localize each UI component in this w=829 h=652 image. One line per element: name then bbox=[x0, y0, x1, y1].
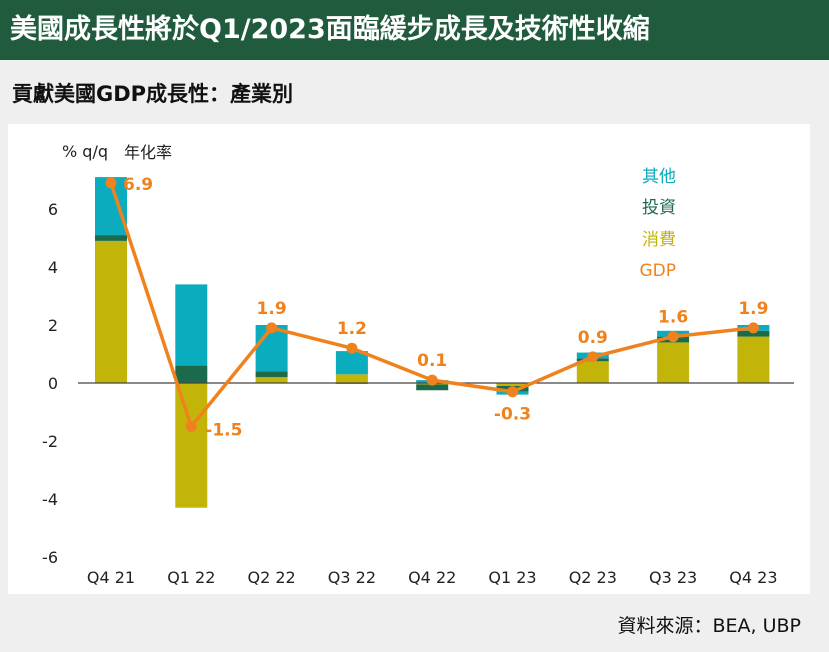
gdp-point bbox=[587, 351, 599, 363]
bar-consumption bbox=[496, 383, 529, 386]
gdp-data-label: 1.9 bbox=[738, 299, 768, 319]
gdp-point bbox=[426, 374, 438, 386]
gdp-point bbox=[105, 177, 117, 189]
y-tick-label: 0 bbox=[48, 374, 58, 393]
legend-gdp: GDP bbox=[639, 261, 676, 281]
gdp-data-label: 1.6 bbox=[658, 308, 688, 328]
bar-investment bbox=[255, 371, 288, 378]
bar-investment bbox=[416, 384, 449, 391]
gdp-data-label: 6.9 bbox=[123, 175, 153, 195]
gdp-point bbox=[266, 322, 278, 334]
bar-consumption bbox=[175, 383, 208, 508]
legend-consumption: 消費 bbox=[642, 230, 676, 250]
x-tick-label: Q1 22 bbox=[167, 568, 215, 587]
y-tick-label: -6 bbox=[42, 548, 58, 567]
source-note: 資料來源：BEA, UBP bbox=[617, 615, 801, 637]
gdp-point bbox=[507, 386, 518, 398]
bar-consumption bbox=[576, 361, 609, 383]
gdp-data-label: -0.3 bbox=[494, 405, 531, 425]
gdp-data-label: -1.5 bbox=[205, 421, 242, 441]
legend-other: 其他 bbox=[642, 167, 676, 187]
bar-other bbox=[175, 284, 208, 366]
x-tick-label: Q2 22 bbox=[247, 568, 295, 587]
chart-panel: 6 4 2 0 -2 -4 -6 % q/q 年化率 Q4 21 Q1 22 Q2 22 Q3 22 Q4… bbox=[8, 124, 810, 594]
y-unit-sublabel: 年化率 bbox=[124, 143, 172, 162]
bar-investment bbox=[175, 365, 208, 383]
x-tick-label: Q1 23 bbox=[488, 568, 536, 587]
gdp-point bbox=[747, 322, 759, 334]
bar-consumption bbox=[335, 374, 368, 383]
gdp-data-label: 0.9 bbox=[578, 328, 608, 348]
x-tick-label: Q4 23 bbox=[729, 568, 777, 587]
y-tick-label: -2 bbox=[42, 432, 58, 451]
y-unit-label: % q/q bbox=[62, 142, 108, 161]
gdp-data-label: 0.1 bbox=[417, 351, 447, 371]
chart-subtitle: 貢獻美國GDP成長性：產業別 bbox=[12, 82, 294, 106]
gdp-data-label: 1.2 bbox=[337, 319, 367, 339]
y-tick-label: 2 bbox=[48, 316, 58, 335]
x-tick-label: Q4 22 bbox=[408, 568, 456, 587]
bar-consumption bbox=[737, 336, 770, 383]
legend-investment: 投資 bbox=[642, 198, 676, 218]
x-tick-label: Q3 23 bbox=[649, 568, 697, 587]
bar-consumption bbox=[255, 377, 288, 383]
x-tick-label: Q3 22 bbox=[328, 568, 376, 587]
x-tick-label: Q2 23 bbox=[569, 568, 617, 587]
x-tick-label: Q4 21 bbox=[87, 568, 135, 587]
bar-investment bbox=[737, 330, 770, 337]
bar-consumption bbox=[657, 342, 690, 383]
y-tick-label: -4 bbox=[42, 490, 58, 509]
gdp-data-label: 1.9 bbox=[257, 299, 287, 319]
gdp-point bbox=[346, 342, 358, 354]
bar-consumption bbox=[95, 240, 127, 383]
bar-investment bbox=[95, 235, 127, 241]
banner-title: 美國成長性將於Q1/2023面臨緩步成長及技術性收縮 bbox=[0, 0, 829, 60]
gdp-contribution-chart: 6 4 2 0 -2 -4 -6 % q/q 年化率 Q4 21 Q1 22 Q2 22 Q3 22 Q4… bbox=[42, 142, 794, 587]
gdp-point bbox=[667, 331, 679, 343]
y-tick-label: 4 bbox=[48, 258, 58, 277]
y-tick-label: 6 bbox=[48, 200, 58, 219]
bar-other bbox=[335, 351, 368, 375]
gdp-point bbox=[185, 421, 197, 432]
